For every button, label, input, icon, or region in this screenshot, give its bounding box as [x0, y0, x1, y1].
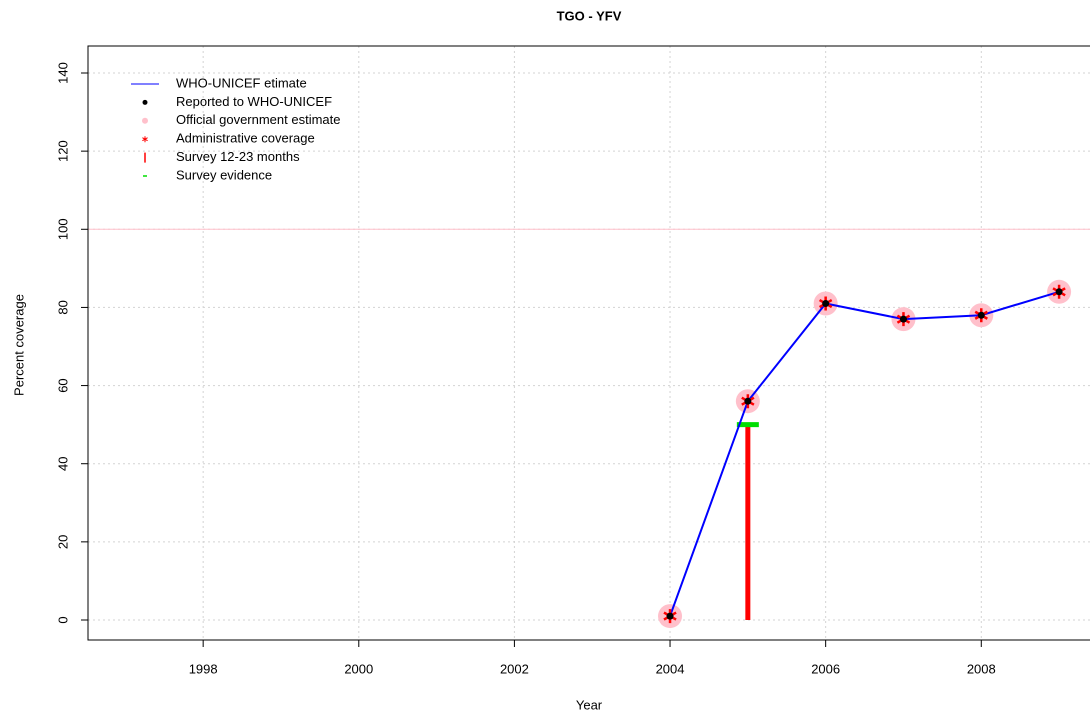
legend-label: WHO-UNICEF etimate: [176, 75, 307, 90]
reported-marker: [977, 311, 985, 319]
legend-symbol: [142, 136, 148, 143]
plot-frame: [87, 45, 1090, 641]
legend-label: Reported to WHO-UNICEF: [176, 94, 332, 109]
y-tick-label: 60: [55, 378, 70, 392]
legend-symbol: [142, 99, 148, 105]
y-tick-label: 40: [55, 456, 70, 470]
y-tick-label: 100: [55, 218, 70, 240]
legend-label: Survey evidence: [176, 167, 272, 182]
x-axis-label: Year: [576, 697, 603, 712]
reported-marker: [1055, 288, 1063, 296]
x-tick-label: 2008: [967, 661, 996, 676]
y-tick-label: 0: [55, 616, 70, 623]
x-tick-label: 2002: [500, 661, 529, 676]
x-tick-label: 1998: [189, 661, 218, 676]
y-axis-label: Percent coverage: [11, 294, 26, 396]
y-tick-label: 140: [55, 62, 70, 84]
x-tick-label: 2000: [344, 661, 373, 676]
reported-marker: [899, 315, 907, 323]
chart-title: TGO - YFV: [557, 8, 622, 23]
x-tick-label: 2006: [811, 661, 840, 676]
legend-label: Survey 12-23 months: [176, 149, 300, 164]
y-tick-label: 120: [55, 140, 70, 162]
y-tick-label: 20: [55, 535, 70, 549]
y-tick-label: 80: [55, 300, 70, 314]
reported-marker: [666, 612, 674, 620]
estimate-line: [669, 290, 1060, 617]
reported-marker: [822, 300, 830, 308]
x-tick-label: 2004: [656, 661, 685, 676]
legend-label: Administrative coverage: [176, 131, 315, 146]
legend-symbol: [142, 117, 148, 124]
reported-marker: [744, 397, 752, 405]
legend-label: Official government estimate: [176, 112, 341, 127]
